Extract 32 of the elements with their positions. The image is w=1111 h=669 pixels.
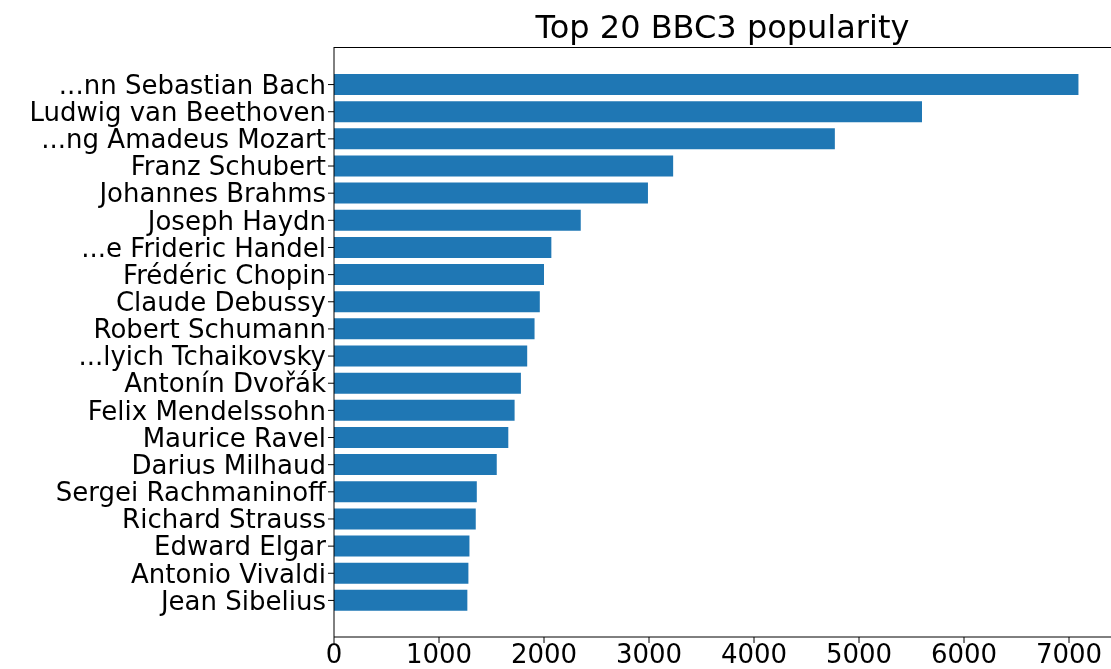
bar — [334, 155, 674, 177]
bar — [334, 345, 528, 367]
x-tick-label: 1000 — [405, 639, 473, 669]
x-tick-label: 3000 — [615, 639, 683, 669]
bar — [334, 236, 552, 258]
x-tick-label: 7000 — [1035, 639, 1103, 669]
y-tick-label: ...lyich Tchaikovsky — [78, 341, 326, 372]
bar — [334, 182, 648, 204]
bar — [334, 128, 835, 150]
bar — [334, 481, 477, 503]
bar — [334, 399, 515, 421]
bar — [334, 264, 544, 286]
x-tick-label: 4000 — [720, 639, 788, 669]
bar — [334, 291, 540, 313]
chart-title: Top 20 BBC3 popularity — [534, 8, 911, 46]
bar — [334, 454, 497, 476]
bar — [334, 535, 470, 557]
x-tick-label: 0 — [325, 639, 343, 669]
bar — [334, 426, 509, 448]
x-tick-label: 2000 — [510, 639, 578, 669]
bar — [334, 318, 535, 340]
bar — [334, 589, 468, 611]
x-tick-label: 6000 — [930, 639, 998, 669]
bar — [334, 508, 476, 530]
bar — [334, 562, 469, 584]
bar — [334, 372, 521, 394]
y-tick-label: Frédéric Chopin — [123, 259, 326, 290]
y-tick-label: Jean Sibelius — [158, 585, 326, 616]
bar — [334, 74, 1079, 95]
bar — [334, 209, 581, 231]
x-tick-label: 5000 — [825, 639, 893, 669]
bar — [334, 101, 922, 123]
